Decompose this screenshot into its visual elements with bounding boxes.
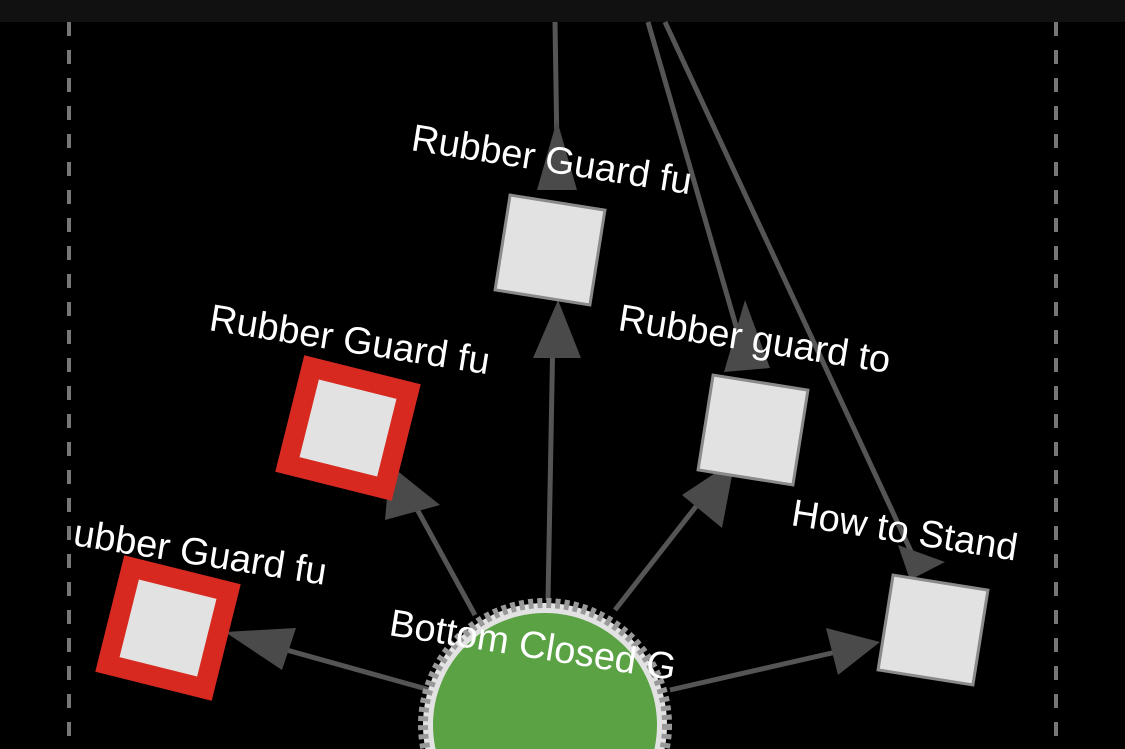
edge-arrowhead: [537, 120, 577, 190]
edge-arrowhead: [724, 300, 770, 372]
edge-root-to-n1: [545, 329, 556, 601]
edge-arrowhead: [898, 545, 945, 580]
edge-offscreen-to-n4: [645, 21, 743, 341]
node-box: [493, 193, 607, 307]
edge-arrowhead: [826, 628, 880, 675]
top-bar: [0, 0, 1125, 22]
node-label: Rubber Guard fu: [409, 117, 695, 203]
edge-root-to-n4: [613, 493, 707, 612]
node-box-selected: [275, 355, 421, 501]
node-rubber-guard-top[interactable]: Rubber Guard fu: [409, 117, 695, 307]
root-node-fill: [433, 613, 657, 749]
edge-offscreen-to-n5: [662, 20, 918, 562]
edge-root-to-n5: [669, 647, 846, 693]
edge-arrowhead: [385, 465, 440, 520]
right-mask: [1058, 22, 1125, 749]
node-rubber-guard-middle[interactable]: Rubber Guard fu: [207, 297, 493, 501]
root-node[interactable]: Bottom Closed G: [387, 598, 679, 749]
edge-arrowhead: [225, 628, 296, 670]
node-box: [696, 373, 810, 487]
node-rubber-guard-left[interactable]: ubber Guard fu: [71, 512, 330, 701]
node-box: [876, 573, 990, 687]
node-box-selected: [95, 555, 241, 701]
edge-arrowhead: [682, 460, 735, 528]
edge-arrowhead: [533, 300, 581, 358]
node-rubber-guard-to[interactable]: Rubber guard to: [616, 297, 894, 487]
edge-root-to-n2: [409, 498, 478, 617]
